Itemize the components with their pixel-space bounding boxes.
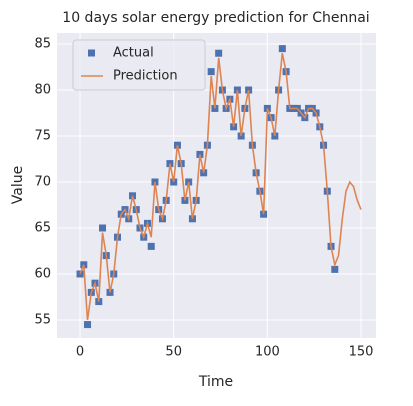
data-line (79, 53, 362, 321)
data-point (84, 321, 92, 329)
legend-marker (88, 49, 95, 57)
y-tick-label: 75 (34, 129, 51, 144)
x-tick-label: 0 (76, 345, 84, 360)
data-point (215, 49, 223, 57)
legend-box (72, 39, 206, 91)
data-point (207, 68, 215, 76)
legend-label: Prediction (113, 69, 178, 84)
y-tick-label: 85 (34, 37, 51, 52)
x-tick-label: 100 (255, 345, 280, 360)
data-point (99, 224, 107, 232)
y-axis-label: Value (10, 166, 26, 204)
x-tick-label: 50 (165, 345, 182, 360)
data-point (278, 45, 286, 53)
y-tick-label: 55 (34, 312, 51, 327)
y-tick-label: 65 (34, 220, 51, 235)
y-tick-label: 60 (34, 266, 51, 281)
x-axis-label: Time (198, 374, 233, 390)
y-tick-label: 80 (34, 83, 51, 98)
data-point (147, 242, 155, 250)
chart-title: 10 days solar energy prediction for Chen… (62, 10, 369, 26)
x-tick-label: 150 (349, 345, 374, 360)
legend-label: Actual (113, 46, 154, 61)
data-point (331, 265, 339, 273)
y-tick-label: 70 (34, 175, 51, 190)
